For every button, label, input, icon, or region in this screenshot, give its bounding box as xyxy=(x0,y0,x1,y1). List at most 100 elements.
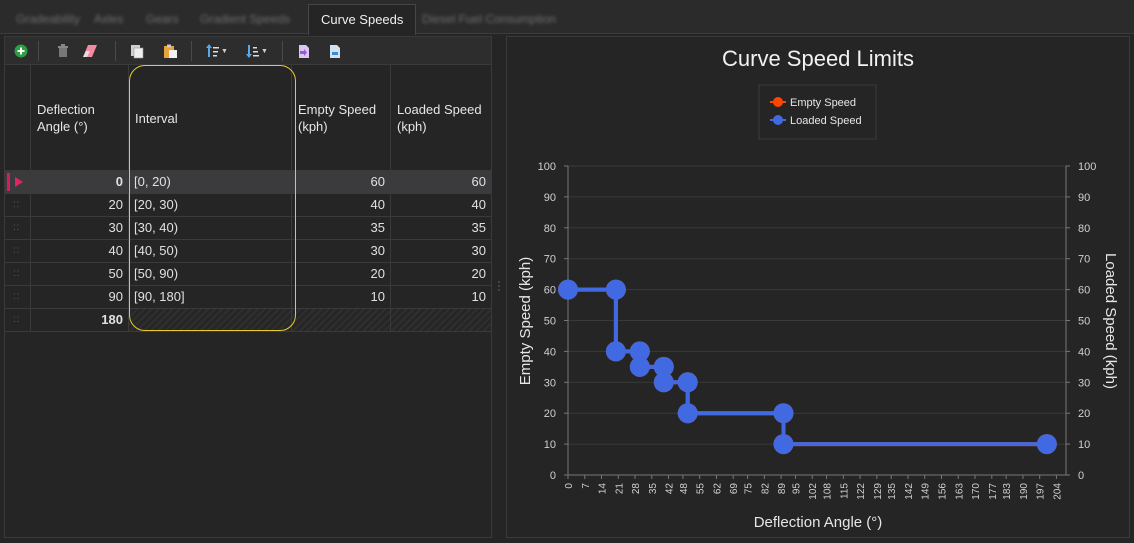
cell-loaded-speed[interactable]: 10 xyxy=(471,289,486,304)
y-tick-label: 10 xyxy=(544,439,556,451)
row-drag-handle[interactable]: : : xyxy=(5,309,31,331)
cell-empty-speed[interactable]: 10 xyxy=(292,286,391,308)
toolbar-separator xyxy=(38,41,39,61)
copy-icon[interactable] xyxy=(126,41,148,61)
row-drag-handle[interactable]: : : xyxy=(5,217,31,239)
data-point-loaded xyxy=(605,341,626,362)
x-tick-label: 163 xyxy=(954,483,965,500)
table-row[interactable]: : : 40 [40, 50) 30 30 xyxy=(5,240,491,263)
cell-deflection-angle[interactable]: 20 xyxy=(31,194,129,216)
table-row[interactable]: 0 [0, 20) 60 60 xyxy=(5,171,491,194)
y-tick-label: 100 xyxy=(538,161,556,173)
cell-loaded-speed[interactable]: 30 xyxy=(471,243,486,258)
row-drag-handle[interactable]: : : xyxy=(5,263,31,285)
y-tick-label: 30 xyxy=(544,377,556,389)
table-row[interactable]: : : 50 [50, 90) 20 20 xyxy=(5,263,491,286)
cell-interval: [0, 20) xyxy=(129,171,292,193)
row-drag-handle[interactable]: : : xyxy=(5,194,31,216)
legend-box xyxy=(758,84,877,140)
y2-tick-label: 30 xyxy=(1078,377,1090,389)
x-tick-label: 170 xyxy=(971,483,982,500)
import-icon[interactable] xyxy=(293,41,315,61)
cell-empty-speed[interactable]: 40 xyxy=(292,194,391,216)
cell-deflection-angle[interactable]: 0 xyxy=(31,171,129,193)
eraser-icon[interactable] xyxy=(79,41,101,61)
y2-tick-label: 40 xyxy=(1078,346,1090,358)
x-tick-label: 55 xyxy=(696,483,707,495)
cell-deflection-angle[interactable]: 40 xyxy=(31,240,129,262)
panel-splitter[interactable]: · · · xyxy=(497,276,501,296)
data-point-loaded xyxy=(1036,434,1057,455)
x-tick-label: 197 xyxy=(1036,483,1047,500)
y-tick-label: 60 xyxy=(544,285,556,297)
cell-deflection-angle[interactable]: 30 xyxy=(31,217,129,239)
y-tick-label: 0 xyxy=(550,470,556,482)
row-indicator[interactable] xyxy=(5,171,31,193)
tab-gradeability[interactable]: Gradeability xyxy=(16,12,81,26)
column-header-deflection-angle[interactable]: Deflection Angle (°) xyxy=(31,65,129,171)
x-tick-label: 108 xyxy=(823,483,834,500)
column-header-loaded-speed[interactable]: Loaded Speed (kph) xyxy=(397,102,482,134)
x-axis-label: Deflection Angle (°) xyxy=(754,514,883,531)
cell-loaded-speed[interactable]: 20 xyxy=(471,266,486,281)
x-tick-label: 42 xyxy=(665,483,676,495)
cell-interval: [40, 50) xyxy=(129,240,292,262)
legend-marker-empty xyxy=(773,97,783,107)
data-point-loaded xyxy=(773,403,794,424)
sort-descending-icon[interactable]: ▼ xyxy=(243,41,271,61)
cell-empty-speed[interactable]: 20 xyxy=(292,263,391,285)
x-tick-label: 69 xyxy=(729,483,740,495)
table-row[interactable]: : : 90 [90, 180] 10 10 xyxy=(5,286,491,309)
tab-gears[interactable]: Gears xyxy=(146,12,179,26)
cell-loaded-speed[interactable]: 35 xyxy=(471,220,486,235)
y-tick-label: 90 xyxy=(544,192,556,204)
tab-diesel-fuel-consumption[interactable]: Diesel Fuel Consumption xyxy=(422,12,557,26)
y-tick-label: 80 xyxy=(544,223,556,235)
column-header-interval[interactable]: Interval xyxy=(129,65,292,171)
data-point-loaded xyxy=(605,279,626,300)
x-tick-label: 82 xyxy=(760,483,771,495)
table-row[interactable]: : : 30 [30, 40) 35 35 xyxy=(5,217,491,240)
row-drag-handle[interactable]: : : xyxy=(5,286,31,308)
cell-deflection-angle[interactable]: 180 xyxy=(31,309,129,331)
curve-speed-chart: Curve Speed Limits Empty Speed Loaded Sp… xyxy=(517,46,1119,531)
paste-icon[interactable] xyxy=(159,41,181,61)
y2-tick-label: 60 xyxy=(1078,285,1090,297)
cell-empty-speed[interactable]: 30 xyxy=(292,240,391,262)
new-row[interactable]: : : 180 xyxy=(5,309,491,332)
legend-marker-loaded xyxy=(773,115,783,125)
row-drag-handle[interactable]: : : xyxy=(5,240,31,262)
chart-title: Curve Speed Limits xyxy=(722,46,914,71)
selection-marker xyxy=(7,173,10,191)
cell-loaded-speed[interactable]: 40 xyxy=(471,197,486,212)
export-icon[interactable] xyxy=(324,41,346,61)
add-icon[interactable] xyxy=(10,41,32,61)
y2-tick-label: 90 xyxy=(1078,192,1090,204)
x-tick-label: 48 xyxy=(679,483,690,495)
cell-loaded-speed[interactable]: 60 xyxy=(471,174,486,189)
y2-tick-label: 80 xyxy=(1078,223,1090,235)
sort-ascending-icon[interactable]: ▼ xyxy=(203,41,231,61)
x-tick-label: 122 xyxy=(856,483,867,500)
delete-icon[interactable] xyxy=(52,41,74,61)
cell-deflection-angle[interactable]: 90 xyxy=(31,286,129,308)
x-tick-label: 156 xyxy=(938,483,949,500)
cell-interval: [50, 90) xyxy=(129,263,292,285)
cell-deflection-angle[interactable]: 50 xyxy=(31,263,129,285)
column-header-empty-speed[interactable]: Empty Speed (kph) xyxy=(292,65,391,171)
cell-loaded-speed-disabled xyxy=(391,309,491,331)
tab-axles[interactable]: Axles xyxy=(94,12,124,26)
cell-interval: [30, 40) xyxy=(129,217,292,239)
table-row[interactable]: : : 20 [20, 30) 40 40 xyxy=(5,194,491,217)
y2-tick-label: 20 xyxy=(1078,408,1090,420)
cell-empty-speed[interactable]: 60 xyxy=(292,171,391,193)
x-tick-label: 21 xyxy=(614,483,625,495)
header-indicator-cell xyxy=(5,65,31,171)
x-tick-label: 95 xyxy=(791,483,802,495)
toolbar-separator xyxy=(282,41,283,61)
cell-empty-speed[interactable]: 35 xyxy=(292,217,391,239)
tab-curve-speeds[interactable]: Curve Speeds xyxy=(308,4,417,35)
x-tick-label: 204 xyxy=(1052,483,1063,500)
x-tick-label: 129 xyxy=(873,483,884,500)
tab-gradient-speeds[interactable]: Gradient Speeds xyxy=(200,12,291,26)
